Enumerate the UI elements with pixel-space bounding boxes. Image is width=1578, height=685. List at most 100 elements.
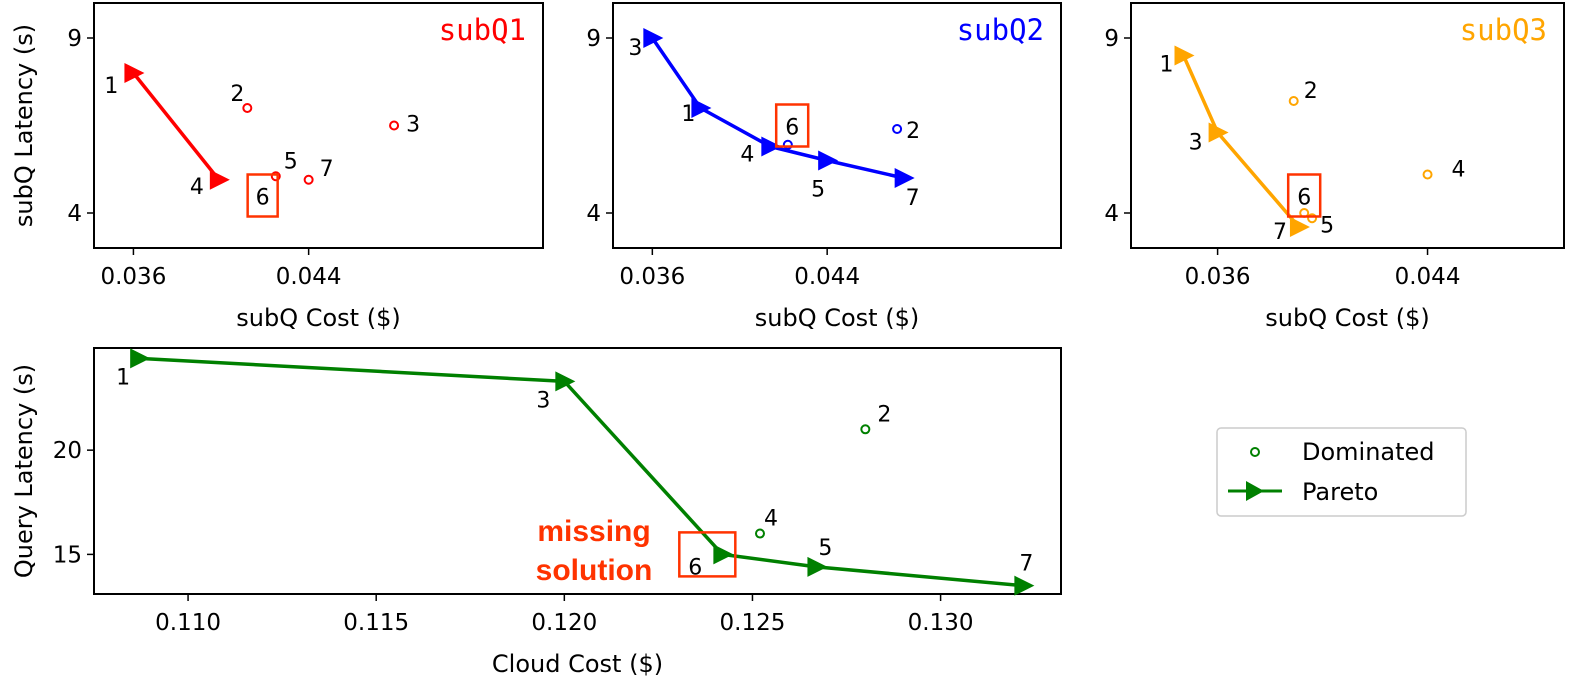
y-tick-label: 4 <box>586 201 601 227</box>
dominated-marker <box>782 139 793 150</box>
point-label: 2 <box>1304 79 1318 104</box>
pareto-marker <box>691 98 712 118</box>
panel-title: subQ2 <box>957 13 1044 47</box>
point-label: 3 <box>1189 131 1203 156</box>
x-axis-label: subQ Cost ($) <box>755 304 919 332</box>
pareto-marker <box>130 348 151 369</box>
x-tick-label: 0.036 <box>619 264 685 290</box>
pareto-marker <box>643 28 664 48</box>
point-label: 1 <box>681 102 695 127</box>
pareto-marker <box>209 169 230 190</box>
point-label: 5 <box>1320 213 1334 238</box>
dominated-marker <box>1288 96 1299 106</box>
x-tick-label: 0.130 <box>908 610 974 636</box>
dominated-marker <box>270 171 281 182</box>
x-tick-label: 0.044 <box>1395 264 1461 290</box>
legend-frame <box>1216 427 1467 517</box>
point-label: 4 <box>740 143 754 168</box>
y-axis-label: Query Latency (s) <box>10 364 38 578</box>
dominated-marker <box>303 174 314 185</box>
dominated-marker <box>389 120 400 131</box>
x-axis-label: subQ Cost ($) <box>1265 304 1429 332</box>
dominated-marker <box>242 103 253 113</box>
pareto-marker <box>818 150 839 171</box>
point-label: 7 <box>906 186 920 211</box>
plot-frame <box>1130 2 1565 249</box>
x-tick-label: 0.115 <box>343 610 409 636</box>
missing-solution-label: 6 <box>256 186 270 211</box>
x-tick-label: 0.110 <box>155 610 221 636</box>
pareto-marker <box>1174 45 1195 66</box>
chart-panels: 0.036 0.044 4 9 subQ Cost ($) subQ Latency (s… <box>10 2 1565 678</box>
x-tick-label: 0.036 <box>1185 264 1251 290</box>
x-tick-label: 0.044 <box>794 264 860 290</box>
pareto-marker <box>1014 575 1035 596</box>
dominated-marker <box>860 424 871 435</box>
panel-4: 0.110 0.115 0.120 0.125 0.130 15 20 Cloud Cost … <box>10 347 1062 678</box>
missing-solution-label: 6 <box>785 116 799 141</box>
point-label: 2 <box>230 82 244 107</box>
y-tick-label: 9 <box>67 26 82 52</box>
legend-dominated-marker <box>1250 447 1260 457</box>
missing-solution-box <box>246 173 279 218</box>
legend: Dominated Pareto <box>1216 427 1467 517</box>
missing-solution-box <box>774 103 810 148</box>
pareto-line <box>132 71 221 181</box>
point-label: 5 <box>811 178 825 203</box>
y-tick-label: 9 <box>586 26 601 52</box>
pareto-marker <box>761 136 782 157</box>
y-tick-label: 15 <box>53 542 82 568</box>
pareto-marker <box>807 556 828 577</box>
y-tick-label: 4 <box>67 201 82 227</box>
missing-solution-annotation-line1: missing <box>537 515 650 548</box>
y-axis-label: subQ Latency (s) <box>10 24 38 227</box>
point-label: 4 <box>190 175 204 200</box>
legend-pareto-label: Pareto <box>1302 478 1378 506</box>
plot-frame <box>93 2 544 249</box>
plot-frame <box>93 347 1062 595</box>
point-label: 5 <box>818 536 832 561</box>
missing-solution-label: 6 <box>688 555 702 580</box>
dominated-marker <box>754 528 765 539</box>
x-axis-label: Cloud Cost ($) <box>492 650 663 678</box>
point-label: 5 <box>284 149 298 174</box>
point-label: 7 <box>1019 552 1033 577</box>
x-axis-label: subQ Cost ($) <box>236 304 400 332</box>
point-label: 7 <box>320 157 334 182</box>
dominated-marker <box>892 124 903 134</box>
pareto-marker <box>124 63 145 83</box>
legend-pareto-marker <box>1246 481 1264 501</box>
point-label: 3 <box>406 113 420 138</box>
plot-frame <box>612 2 1062 249</box>
point-label: 4 <box>1452 158 1466 183</box>
panel-2: 0.036 0.044 4 9 subQ Cost ($) subQ2 3 1 4 5 7 2 6 <box>586 2 1062 332</box>
missing-solution-annotation-line2: solution <box>536 554 653 587</box>
y-tick-label: 20 <box>53 438 82 464</box>
pareto-line <box>139 356 1024 588</box>
point-label: 1 <box>1159 53 1173 78</box>
point-label: 1 <box>104 74 118 99</box>
dominated-marker <box>1307 213 1318 224</box>
x-tick-label: 0.120 <box>531 610 597 636</box>
dominated-marker <box>1422 169 1433 180</box>
point-label: 7 <box>1273 220 1287 245</box>
y-tick-label: 4 <box>1104 201 1119 227</box>
missing-solution-label: 6 <box>1297 186 1311 211</box>
point-label: 3 <box>628 36 642 61</box>
missing-solution-box <box>678 531 737 578</box>
pareto-marker <box>555 371 576 392</box>
pareto-marker <box>713 544 734 565</box>
x-tick-label: 0.036 <box>100 264 166 290</box>
panel-title: subQ3 <box>1460 13 1547 47</box>
pareto-marker <box>1208 122 1229 143</box>
panel-1: 0.036 0.044 4 9 subQ Cost ($) subQ Latency (s… <box>10 2 544 332</box>
x-tick-label: 0.125 <box>720 610 786 636</box>
point-label: 2 <box>906 119 920 144</box>
panel-3: 0.036 0.044 4 9 subQ Cost ($) subQ3 1 3 7 2 4 56 <box>1104 2 1565 332</box>
point-label: 4 <box>764 507 778 532</box>
x-tick-label: 0.044 <box>276 264 342 290</box>
point-label: 2 <box>877 402 891 427</box>
pareto-marker <box>1289 217 1310 237</box>
panel-title: subQ1 <box>439 13 526 47</box>
